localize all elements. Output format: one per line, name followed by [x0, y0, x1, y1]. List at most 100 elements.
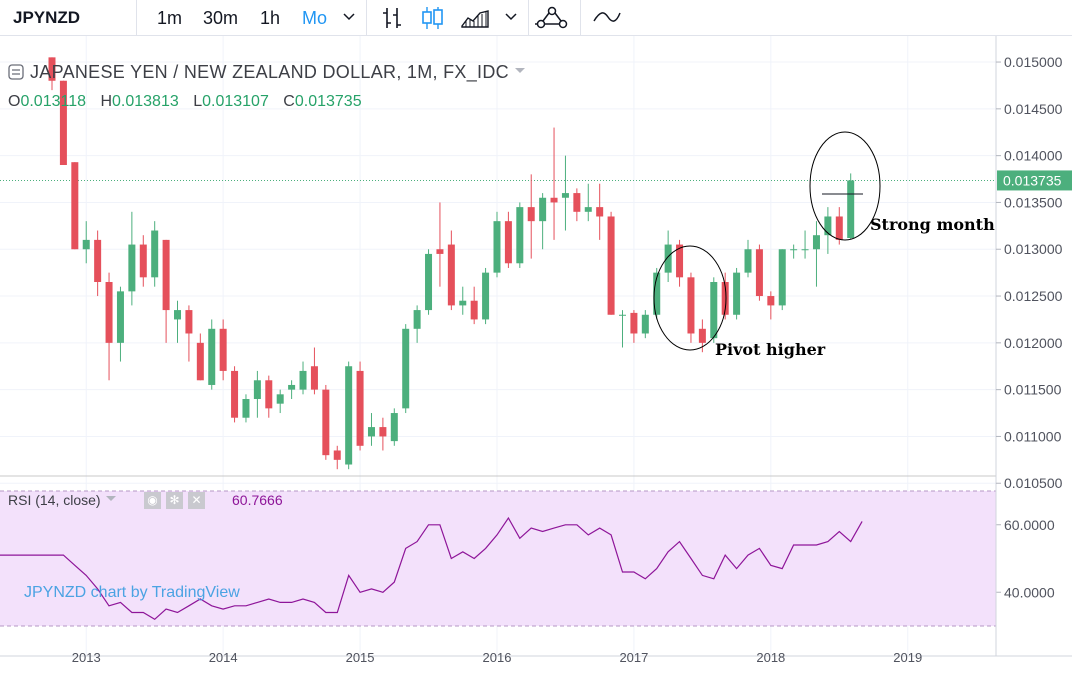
- candle-body: [630, 312, 638, 334]
- time-tick-label: 2014: [209, 650, 238, 665]
- candle-body: [687, 277, 695, 334]
- open-label: O: [8, 93, 21, 110]
- high-label: H: [100, 93, 113, 110]
- rsi-tick-label: 60.0000: [1004, 517, 1055, 533]
- candle-body: [778, 249, 786, 306]
- watermark[interactable]: JPYNZD chart by TradingView: [24, 584, 240, 601]
- time-tick-label: 2018: [756, 650, 785, 665]
- open-value: 0.013118: [20, 93, 86, 110]
- ohlc-readout: O0.013118 H0.013813 L0.013107 C0.013735: [8, 93, 362, 111]
- candle-body: [482, 272, 490, 320]
- candle-body: [801, 249, 809, 251]
- candle-body: [847, 180, 855, 239]
- candle-body: [242, 399, 250, 418]
- candle-body: [367, 427, 375, 437]
- candle-body: [755, 249, 763, 297]
- candle-body: [128, 244, 136, 292]
- interval-30m[interactable]: 30m: [203, 8, 239, 28]
- candle-body: [470, 300, 478, 320]
- candle-body: [664, 244, 672, 273]
- candle-body: [539, 197, 547, 222]
- candle-body: [116, 291, 124, 343]
- price-tick-label: 0.014000: [1004, 148, 1063, 164]
- compare-icon[interactable]: [592, 9, 622, 25]
- candle-body: [425, 253, 433, 311]
- candle-body: [504, 221, 512, 264]
- toolbar-divider: [580, 0, 581, 36]
- candle-body: [527, 207, 535, 222]
- rsi-tick-label: 40.0000: [1004, 584, 1055, 600]
- candle-body: [790, 249, 798, 251]
- candle-body: [265, 380, 273, 409]
- indicators-icon[interactable]: [535, 5, 569, 31]
- candle-body: [151, 230, 159, 278]
- interval-1m[interactable]: 1m: [157, 8, 183, 28]
- candle-body: [812, 235, 820, 250]
- candle-body: [653, 272, 661, 315]
- candle-body: [710, 282, 718, 339]
- strong-month-annotation: Strong month: [870, 215, 995, 234]
- chevron-down-icon[interactable]: [105, 494, 117, 504]
- candle-body: [584, 207, 592, 212]
- toolbar-divider: [136, 0, 137, 36]
- price-tick-label: 0.010500: [1004, 475, 1063, 491]
- eye-icon[interactable]: ◉: [144, 492, 161, 509]
- candle-body: [733, 272, 741, 315]
- chart-title[interactable]: JAPANESE YEN / NEW ZEALAND DOLLAR, 1M, F…: [8, 62, 527, 83]
- time-tick-label: 2015: [346, 650, 375, 665]
- candle-body: [459, 300, 467, 306]
- symbol-info-icon[interactable]: [8, 64, 24, 80]
- high-value: 0.013813: [112, 93, 179, 110]
- candle-body: [333, 450, 341, 460]
- candle-body: [824, 216, 832, 236]
- candle-body: [105, 282, 113, 343]
- price-tick-label: 0.013500: [1004, 194, 1063, 210]
- candle-body: [219, 328, 227, 371]
- candle-body: [82, 239, 90, 250]
- rsi-label[interactable]: RSI (14, close): [8, 492, 117, 508]
- candle-body: [322, 389, 330, 456]
- candle-body: [619, 314, 626, 316]
- bar-chart-icon[interactable]: [381, 5, 405, 31]
- candle-body: [413, 310, 421, 329]
- rsi-label-text: RSI (14, close): [8, 492, 101, 508]
- close-icon[interactable]: ✕: [188, 492, 205, 509]
- candle-body: [641, 314, 649, 334]
- candle-body: [310, 366, 318, 390]
- price-tick-label: 0.014500: [1004, 101, 1063, 117]
- candle-body: [174, 310, 182, 320]
- candle-body: [402, 328, 410, 409]
- candle-body: [185, 310, 193, 334]
- candle-body: [698, 328, 706, 343]
- chart-title-text: JAPANESE YEN / NEW ZEALAND DOLLAR, 1M, F…: [30, 62, 509, 82]
- time-tick-label: 2019: [893, 650, 922, 665]
- candle-body: [288, 384, 296, 390]
- price-tick-label: 0.012500: [1004, 288, 1063, 304]
- candle-body: [48, 57, 56, 81]
- candle-body: [299, 370, 307, 390]
- area-chart-icon[interactable]: [460, 6, 490, 30]
- candle-body: [516, 207, 524, 264]
- interval-mo[interactable]: Mo: [302, 8, 328, 28]
- interval-1h[interactable]: 1h: [260, 8, 281, 28]
- candle-body: [744, 249, 752, 273]
- chart-area[interactable]: 60.0000 40.0000 0.015000 0.014500 0.014000 0…: [0, 36, 1072, 681]
- candle-body: [59, 80, 67, 165]
- candles-icon[interactable]: [421, 5, 445, 31]
- symbol-label[interactable]: JPYNZD: [13, 8, 81, 27]
- price-tick-label: 0.011000: [1004, 428, 1062, 444]
- candle-body: [208, 328, 216, 385]
- candle-body: [390, 413, 398, 442]
- chevron-down-icon[interactable]: [513, 66, 527, 76]
- time-tick-label: 2017: [619, 650, 648, 665]
- candle-body: [596, 207, 604, 217]
- chevron-down-icon[interactable]: [504, 10, 518, 24]
- rsi-value: 60.7666: [232, 492, 283, 508]
- chevron-down-icon[interactable]: [342, 10, 356, 24]
- gear-icon[interactable]: ✻: [166, 492, 183, 509]
- price-tick-label: 0.011500: [1004, 382, 1062, 398]
- time-tick-label: 2013: [72, 650, 101, 665]
- candle-body: [71, 162, 79, 250]
- price-chart[interactable]: 60.0000 40.0000 0.015000 0.014500 0.014000 0…: [0, 36, 1072, 681]
- price-tick-label: 0.012000: [1004, 335, 1063, 351]
